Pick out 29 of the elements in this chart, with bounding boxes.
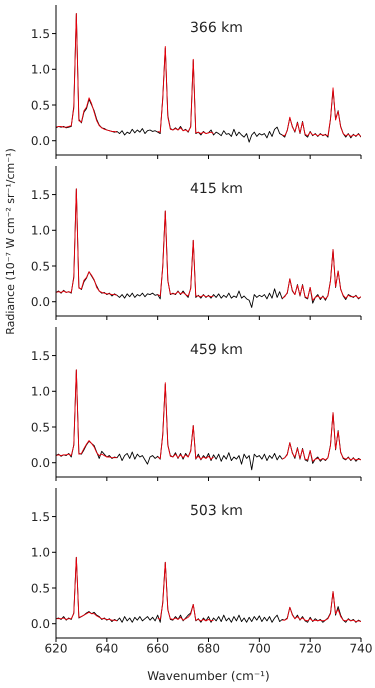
- y-axis-title: Radiance (10⁻⁷ W cm⁻² sr⁻¹/cm⁻¹): [4, 148, 17, 335]
- y-tick-label: 0.0: [30, 456, 50, 470]
- y-tick-label: 1.5: [30, 510, 50, 524]
- y-tick-label: 0.5: [30, 259, 50, 274]
- x-tick-label: 680: [197, 642, 220, 656]
- y-tick-label: 0.5: [30, 581, 50, 596]
- y-tick-label: 1.0: [30, 62, 50, 77]
- y-tick-label: 1.0: [30, 546, 50, 560]
- annotation: 503 km: [190, 503, 243, 519]
- x-tick-label: 740: [350, 642, 372, 656]
- y-tick-label: 0.0: [30, 616, 50, 631]
- y-tick-label: 0.0: [30, 294, 50, 309]
- y-tick-label: 0.5: [30, 98, 50, 112]
- y-tick-label: 1.0: [30, 224, 50, 238]
- y-tick-label: 0.0: [30, 134, 50, 148]
- y-tick-label: 0.5: [30, 420, 50, 434]
- annotation: 366 km: [190, 20, 243, 36]
- x-axis-title: Wavenumber (cm⁻¹): [147, 669, 270, 683]
- y-tick-label: 1.5: [30, 188, 50, 202]
- x-tick-label: 640: [95, 642, 118, 656]
- x-tick-label: 720: [298, 642, 322, 656]
- annotation: 459 km: [190, 342, 243, 358]
- x-tick-label: 700: [248, 642, 271, 656]
- y-tick-label: 1.0: [30, 384, 50, 399]
- y-tick-label: 1.5: [30, 26, 50, 41]
- x-tick-label: 620: [44, 642, 68, 656]
- annotation: 415 km: [190, 181, 243, 197]
- y-tick-label: 1.5: [30, 348, 50, 363]
- x-tick-label: 660: [146, 642, 170, 656]
